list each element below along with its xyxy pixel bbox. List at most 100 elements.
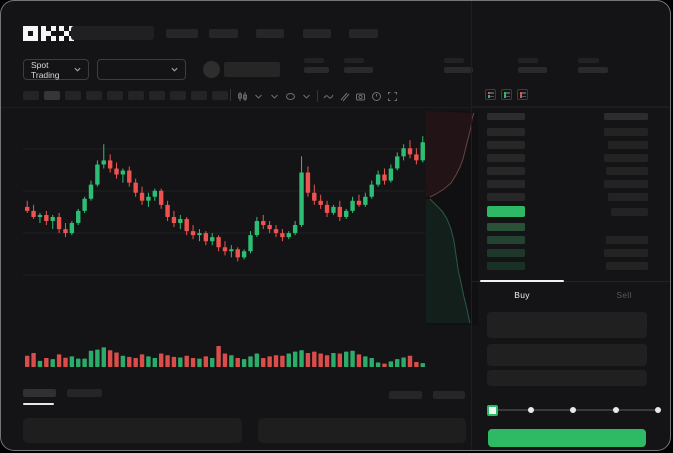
bid-size-placeholder bbox=[606, 236, 648, 244]
ask-row[interactable] bbox=[487, 141, 648, 149]
volume-chart bbox=[25, 346, 425, 367]
submit-buy-button[interactable] bbox=[488, 429, 646, 447]
stat-value-4 bbox=[518, 67, 547, 73]
stat-value-2 bbox=[344, 67, 373, 73]
row-line bbox=[521, 92, 526, 94]
book-combined-icon[interactable] bbox=[485, 89, 496, 100]
ask-row[interactable] bbox=[487, 193, 648, 201]
stat-value-1 bbox=[304, 67, 329, 73]
stat-label-3 bbox=[444, 58, 464, 63]
bid-price-placeholder bbox=[487, 236, 525, 244]
timeframe-button-10[interactable] bbox=[212, 91, 228, 100]
book-bids-icon[interactable] bbox=[501, 89, 512, 100]
nav-item-1[interactable] bbox=[166, 29, 198, 38]
stat-label-1 bbox=[304, 58, 324, 63]
bid-mark bbox=[503, 91, 506, 98]
tab-sell[interactable]: Sell bbox=[582, 285, 666, 303]
ask-size-placeholder bbox=[606, 167, 648, 175]
bid-row[interactable] bbox=[487, 223, 648, 231]
timeframe-button-2[interactable] bbox=[44, 91, 60, 100]
line-tool-icon[interactable] bbox=[323, 91, 334, 102]
stat-label-4 bbox=[518, 58, 538, 63]
order-field-1[interactable] bbox=[487, 312, 647, 338]
timer-icon[interactable] bbox=[371, 91, 382, 102]
ask-price-placeholder bbox=[487, 167, 525, 175]
bottom-action-1[interactable] bbox=[389, 391, 422, 399]
timeframe-button-4[interactable] bbox=[86, 91, 102, 100]
bid-price-placeholder bbox=[487, 262, 525, 270]
order-field-2[interactable] bbox=[487, 344, 647, 366]
indicator-icon[interactable] bbox=[285, 91, 296, 102]
timeframe-button-7[interactable] bbox=[149, 91, 165, 100]
slider-handle[interactable] bbox=[487, 405, 498, 416]
stat-value-3 bbox=[444, 67, 473, 73]
chevron-down-icon bbox=[74, 67, 81, 72]
fullscreen-icon[interactable] bbox=[387, 91, 398, 102]
depth-chart bbox=[426, 111, 478, 325]
orderbook-header bbox=[487, 113, 648, 121]
ask-mark bbox=[519, 91, 522, 98]
bottom-action-2[interactable] bbox=[433, 391, 465, 399]
row-line bbox=[489, 95, 494, 97]
bottom-tab-2[interactable] bbox=[67, 389, 102, 397]
order-field-3[interactable] bbox=[487, 370, 647, 386]
slider-stop[interactable] bbox=[655, 407, 661, 413]
bid-mark bbox=[487, 95, 490, 98]
bottom-tab-1[interactable] bbox=[23, 389, 56, 397]
slider-stop[interactable] bbox=[570, 407, 576, 413]
coin-avatar bbox=[203, 61, 220, 78]
tab-buy[interactable]: Buy bbox=[480, 285, 564, 303]
ask-row[interactable] bbox=[487, 167, 648, 175]
timeframe-button-9[interactable] bbox=[191, 91, 207, 100]
ask-price-placeholder bbox=[487, 193, 525, 201]
bid-size-placeholder bbox=[604, 249, 648, 257]
timeframe-button-1[interactable] bbox=[23, 91, 39, 100]
nav-item-2[interactable] bbox=[209, 29, 238, 38]
logo-letter-o bbox=[23, 26, 38, 41]
tab-sell-label: Sell bbox=[616, 290, 632, 300]
active-tab-indicator bbox=[480, 280, 564, 282]
timeframe-button-3[interactable] bbox=[65, 91, 81, 100]
pair-selector[interactable] bbox=[97, 59, 186, 80]
camera-icon[interactable] bbox=[355, 91, 366, 102]
candle-type-icon[interactable] bbox=[237, 91, 248, 102]
slider-stop[interactable] bbox=[612, 407, 619, 413]
ask-row[interactable] bbox=[487, 154, 648, 162]
ask-size-placeholder bbox=[604, 154, 648, 162]
stat-label-5 bbox=[578, 58, 599, 63]
bid-row[interactable] bbox=[487, 262, 648, 270]
nav-item-5[interactable] bbox=[349, 29, 378, 38]
ask-mark bbox=[487, 91, 490, 94]
ask-row[interactable] bbox=[487, 180, 648, 188]
ask-price-placeholder bbox=[487, 141, 525, 149]
ask-size-placeholder bbox=[608, 141, 648, 149]
chevron-down-icon[interactable] bbox=[253, 91, 264, 102]
last-price-row[interactable] bbox=[487, 206, 648, 217]
book-asks-icon[interactable] bbox=[517, 89, 528, 100]
market-type-selector[interactable]: Spot Trading bbox=[23, 59, 89, 80]
pair-name-placeholder bbox=[224, 62, 280, 77]
toolbar-divider bbox=[230, 89, 231, 101]
search-input[interactable] bbox=[71, 26, 154, 40]
timeframe-button-8[interactable] bbox=[170, 91, 186, 100]
slider-stop[interactable] bbox=[527, 407, 534, 413]
stat-label-2 bbox=[344, 58, 364, 63]
candlestick-chart[interactable] bbox=[23, 112, 425, 334]
nav-item-4[interactable] bbox=[303, 29, 331, 38]
timeframe-button-5[interactable] bbox=[107, 91, 123, 100]
bid-row[interactable] bbox=[487, 236, 648, 244]
chevron-down-icon[interactable] bbox=[269, 91, 280, 102]
row-line bbox=[505, 92, 510, 94]
parallel-channel-icon[interactable] bbox=[339, 91, 350, 102]
timeframe-button-6[interactable] bbox=[128, 91, 144, 100]
market-type-label: Spot Trading bbox=[31, 59, 60, 80]
nav-item-3[interactable] bbox=[256, 29, 284, 38]
chevron-down-icon[interactable] bbox=[301, 91, 312, 102]
ask-row[interactable] bbox=[487, 128, 648, 136]
okx-logo[interactable] bbox=[23, 26, 74, 41]
bottom-panel-2 bbox=[258, 418, 466, 443]
bid-price-placeholder bbox=[487, 223, 525, 231]
bid-row[interactable] bbox=[487, 249, 648, 257]
amount-slider[interactable] bbox=[487, 404, 661, 416]
